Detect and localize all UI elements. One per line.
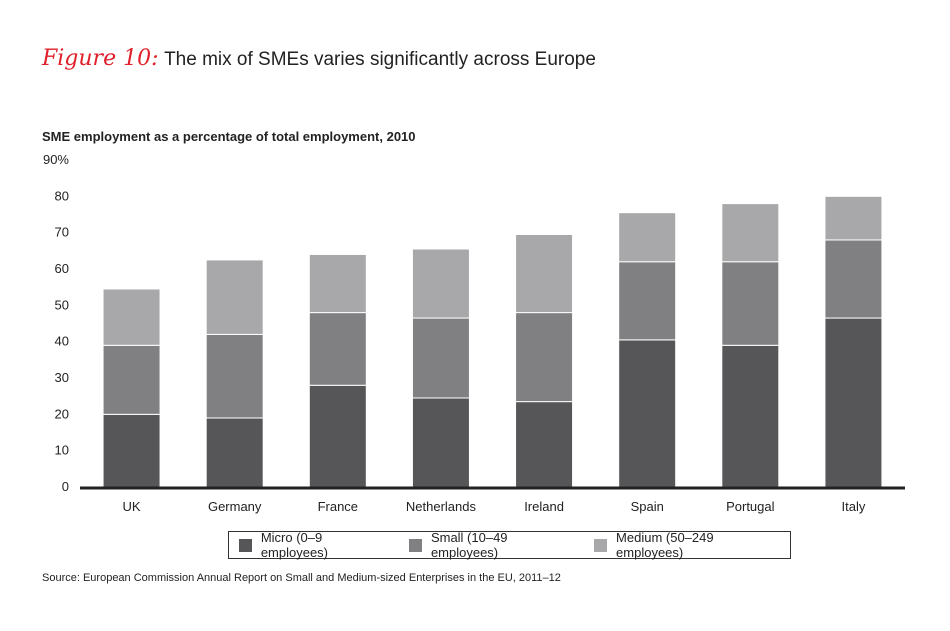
- legend-item-micro: Micro (0–9 employees): [239, 530, 391, 560]
- bar-segment-small: [102, 344, 161, 415]
- bar-segment-micro: [515, 401, 574, 488]
- x-tick-label: France: [318, 499, 358, 514]
- x-tick-label: Spain: [631, 499, 664, 514]
- bar-segment-small: [205, 333, 264, 419]
- bar-segment-medium: [205, 259, 264, 335]
- x-tick-label: Portugal: [726, 499, 775, 514]
- legend-swatch-micro: [239, 538, 252, 552]
- chart-subtitle: SME employment as a percentage of total …: [42, 129, 416, 144]
- y-tick-label: 80: [55, 188, 69, 203]
- bar-segment-micro: [102, 413, 161, 488]
- bar-segment-micro: [411, 397, 470, 488]
- chart-legend: Micro (0–9 employees) Small (10–49 emplo…: [228, 530, 791, 560]
- y-tick-label: 70: [55, 225, 69, 240]
- bar-segment-medium: [102, 288, 161, 346]
- figure-label: Figure 10:: [42, 46, 159, 71]
- y-tick-label: 30: [55, 370, 69, 385]
- y-tick-label: 50: [55, 297, 69, 312]
- bar-segment-medium: [618, 212, 677, 263]
- bar-segment-small: [515, 312, 574, 403]
- y-tick-label: 60: [55, 261, 69, 276]
- bar-segment-micro: [721, 344, 780, 488]
- legend-label-medium: Medium (50–249 employees): [616, 530, 714, 560]
- x-tick-label: Netherlands: [406, 499, 477, 514]
- legend-label-small: Small (10–49 employees): [430, 530, 508, 560]
- bar-segment-medium: [515, 233, 574, 314]
- legend-item-small: Small (10–49 employees): [409, 530, 576, 560]
- bar-segment-small: [618, 261, 677, 341]
- bar-segment-medium: [411, 248, 470, 319]
- y-tick-label: 20: [55, 406, 69, 421]
- bar-segment-micro: [618, 339, 677, 488]
- x-tick-label: UK: [123, 499, 141, 514]
- bar-segment-small: [411, 317, 470, 399]
- source-note: Source: European Commission Annual Repor…: [42, 572, 561, 584]
- legend-swatch-medium: [594, 538, 608, 552]
- bar-segment-small: [824, 239, 883, 319]
- legend-item-medium: Medium (50–249 employees): [594, 530, 782, 560]
- bar-segment-medium: [308, 253, 367, 314]
- legend-label-micro: Micro (0–9 employees): [260, 530, 329, 560]
- x-tick-label: Germany: [208, 499, 262, 514]
- y-tick-label: 10: [55, 443, 69, 458]
- bar-segment-micro: [205, 417, 264, 488]
- bar-segment-micro: [824, 317, 883, 488]
- bar-segment-medium: [721, 203, 780, 263]
- bar-segment-small: [308, 312, 367, 386]
- y-tick-label: 40: [55, 334, 69, 349]
- bar-segment-small: [721, 261, 780, 346]
- legend-swatch-small: [409, 538, 422, 552]
- y-tick-label: 90%: [43, 152, 69, 167]
- bar-segment-medium: [824, 195, 883, 241]
- figure-title-text: The mix of SMEs varies significantly acr…: [164, 49, 596, 70]
- bar-segment-micro: [308, 384, 367, 488]
- y-tick-label: 0: [62, 479, 69, 494]
- figure-title: Figure 10: The mix of SMEs varies signif…: [42, 46, 596, 71]
- x-tick-label: Italy: [842, 499, 866, 514]
- x-tick-label: Ireland: [524, 499, 564, 514]
